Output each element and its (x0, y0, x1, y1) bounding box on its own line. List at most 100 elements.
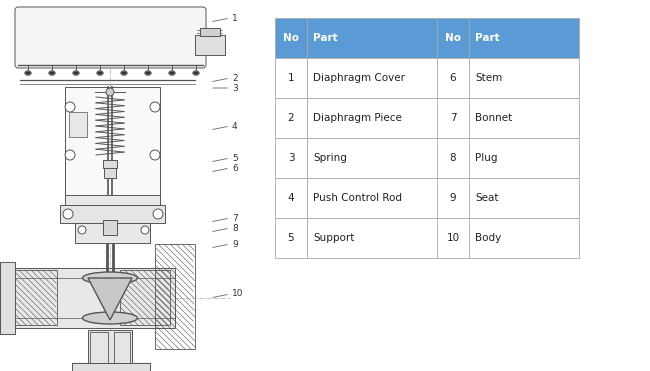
Text: 7: 7 (450, 113, 456, 123)
Ellipse shape (97, 71, 103, 75)
Text: 3: 3 (288, 153, 294, 163)
Bar (275, 18, 307, 58)
Ellipse shape (193, 71, 199, 75)
Text: Spring: Spring (313, 153, 347, 163)
Bar (437, 218, 469, 258)
Bar (60, 205, 165, 223)
Ellipse shape (73, 71, 79, 75)
Bar (275, 178, 307, 218)
Ellipse shape (145, 71, 151, 75)
Bar (72, 363, 150, 371)
Bar (437, 58, 469, 98)
Ellipse shape (97, 71, 103, 75)
Bar (437, 178, 469, 218)
Ellipse shape (83, 312, 138, 324)
Bar (307, 18, 437, 58)
Text: 9: 9 (232, 240, 238, 249)
Text: 10: 10 (447, 233, 460, 243)
Circle shape (153, 209, 163, 219)
Text: 1: 1 (288, 73, 294, 83)
Text: 4: 4 (288, 193, 294, 203)
Text: 5: 5 (232, 154, 238, 162)
Text: Plug: Plug (475, 153, 497, 163)
Bar (469, 178, 579, 218)
Ellipse shape (169, 71, 175, 75)
Bar (437, 18, 469, 58)
Bar (275, 98, 307, 138)
Bar (307, 58, 437, 98)
Ellipse shape (73, 71, 79, 75)
Bar (469, 18, 579, 58)
Bar (2, 270, 57, 325)
Text: 8: 8 (450, 153, 456, 163)
Bar (275, 58, 307, 98)
Circle shape (65, 150, 75, 160)
Bar (469, 218, 579, 258)
Bar (307, 178, 437, 218)
Bar (275, 138, 307, 178)
Bar (75, 223, 150, 243)
Ellipse shape (83, 272, 138, 284)
Text: Push Control Rod: Push Control Rod (313, 193, 402, 203)
Ellipse shape (49, 71, 55, 75)
Text: 9: 9 (450, 193, 456, 203)
Circle shape (141, 226, 149, 234)
Text: 7: 7 (232, 213, 238, 223)
Text: 10: 10 (232, 289, 244, 299)
Bar (195, 35, 225, 55)
Ellipse shape (25, 71, 31, 75)
Circle shape (106, 88, 114, 96)
Bar (65, 195, 160, 207)
Bar (275, 218, 307, 258)
Ellipse shape (25, 71, 31, 75)
Ellipse shape (121, 71, 127, 75)
Bar (307, 138, 437, 178)
Bar (437, 138, 469, 178)
Bar (200, 28, 220, 36)
Text: Part: Part (475, 33, 500, 43)
Bar (88, 330, 132, 365)
Text: Part: Part (313, 33, 337, 43)
Ellipse shape (169, 71, 175, 75)
Ellipse shape (145, 71, 151, 75)
Circle shape (78, 226, 86, 234)
Ellipse shape (121, 71, 127, 75)
Bar (307, 98, 437, 138)
Text: Bonnet: Bonnet (475, 113, 512, 123)
Text: 6: 6 (232, 164, 238, 173)
Bar (65, 87, 160, 202)
Bar (103, 220, 117, 235)
Text: 8: 8 (232, 223, 238, 233)
Ellipse shape (193, 71, 199, 75)
Text: 5: 5 (288, 233, 294, 243)
Circle shape (150, 102, 160, 112)
Bar (0, 268, 175, 328)
Text: Seat: Seat (475, 193, 499, 203)
Text: 3: 3 (232, 83, 238, 92)
FancyBboxPatch shape (15, 7, 206, 68)
Bar (437, 98, 469, 138)
Bar (155, 244, 195, 349)
Bar (0, 262, 15, 334)
Text: 2: 2 (288, 113, 294, 123)
Text: No: No (283, 33, 299, 43)
Ellipse shape (49, 71, 55, 75)
Polygon shape (88, 278, 132, 320)
Bar (103, 160, 117, 168)
Circle shape (65, 102, 75, 112)
Text: 6: 6 (450, 73, 456, 83)
Text: Diaphragm Piece: Diaphragm Piece (313, 113, 402, 123)
Text: 2: 2 (232, 73, 238, 82)
Circle shape (150, 150, 160, 160)
Bar (90, 332, 108, 363)
Text: Support: Support (313, 233, 354, 243)
Text: Stem: Stem (475, 73, 502, 83)
Bar (469, 138, 579, 178)
Text: No: No (445, 33, 461, 43)
Bar (69, 112, 87, 137)
Bar (307, 218, 437, 258)
Bar (120, 270, 170, 325)
Circle shape (63, 209, 73, 219)
Text: 1: 1 (232, 13, 238, 23)
Bar (469, 58, 579, 98)
